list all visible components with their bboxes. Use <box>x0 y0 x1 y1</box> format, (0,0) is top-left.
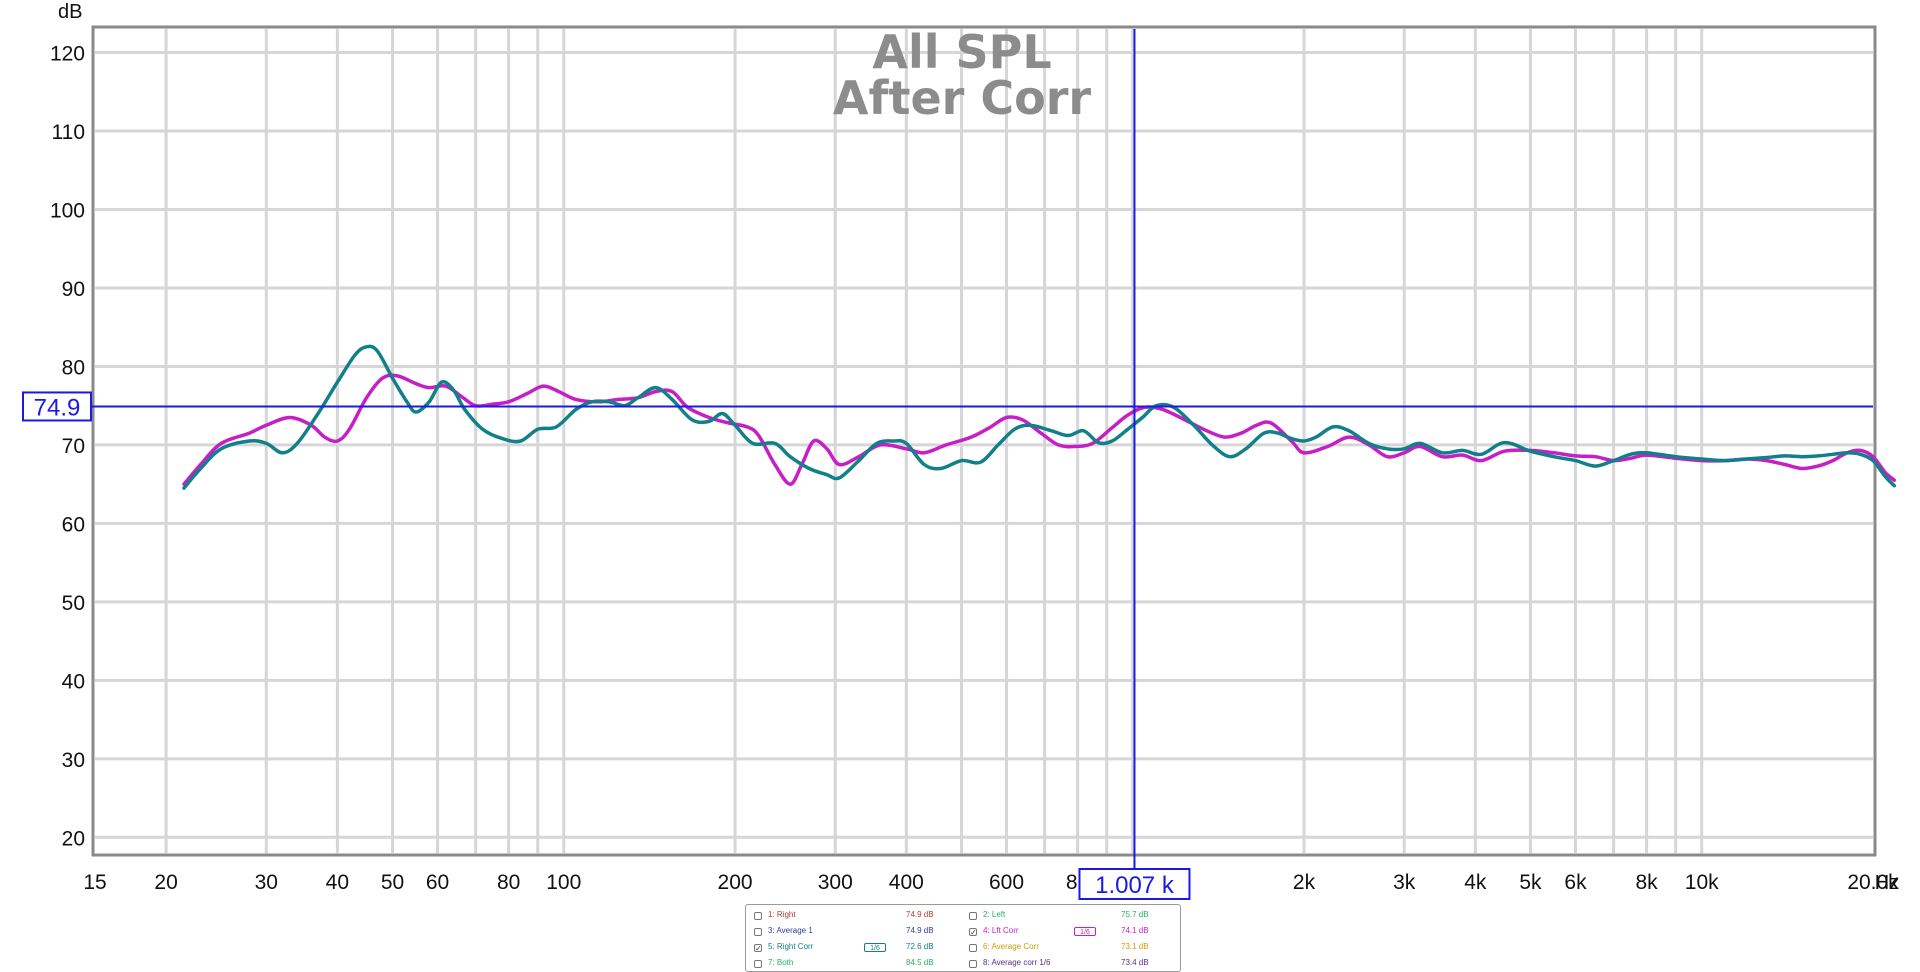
y-unit-label: dB <box>58 1 82 23</box>
legend-label: 8: Average corr 1/6 <box>983 958 1051 967</box>
x-tick-label: 2k <box>1293 871 1316 894</box>
x-tick-labels: 15 20 30 40 50 60 80 100 200 300 400 600 80 2k 3k 4k 5k 6… <box>83 871 1899 894</box>
legend-label: 2: Left <box>983 910 1006 919</box>
y-tick-label: 120 <box>50 43 85 66</box>
x-tick-label: 60 <box>426 871 449 894</box>
legend-checkbox[interactable] <box>754 960 762 968</box>
x-tick-label: 10k <box>1685 871 1719 894</box>
legend-checkbox[interactable]: ✓ <box>969 928 977 937</box>
x-tick-label: 400 <box>889 871 924 894</box>
legend-item[interactable]: 6: Average Corr 73.1 dB <box>969 941 1169 955</box>
x-tick-label: 15 <box>83 871 106 894</box>
legend-checkbox[interactable] <box>754 928 762 936</box>
x-tick-label: 100 <box>546 871 581 894</box>
x-tick-label: 200 <box>718 871 753 894</box>
legend-checkbox[interactable] <box>969 960 977 968</box>
legend-smoothing-badge: 1/6 <box>1074 927 1096 936</box>
x-tick-label: 30 <box>255 871 278 894</box>
legend-value: 84.5 dB <box>906 958 934 967</box>
x-tick-label: 80 <box>497 871 520 894</box>
y-tick-labels: 20 30 40 50 60 70 80 90 100 110 120 <box>50 43 85 851</box>
cursor-x-readout: 1.007 k <box>1095 872 1175 899</box>
cursor-y-readout: 74.9 <box>34 394 81 421</box>
y-tick-label: 50 <box>62 592 85 615</box>
legend-label: 4: Lft Corr <box>983 926 1019 935</box>
chart-subtitle: After Corr <box>833 71 1092 125</box>
y-tick-label: 70 <box>62 435 85 458</box>
chart-title: All SPL <box>872 25 1051 79</box>
y-tick-label: 30 <box>62 749 85 772</box>
x-tick-label: 40 <box>326 871 349 894</box>
legend-checkbox[interactable] <box>969 912 977 920</box>
x-unit-label: Hz <box>1875 872 1899 894</box>
y-tick-label: 90 <box>62 278 85 301</box>
legend-label: 7: Both <box>768 958 794 967</box>
x-tick-label: 300 <box>818 871 853 894</box>
legend-value: 72.6 dB <box>906 942 934 951</box>
legend-label: 1: Right <box>768 910 796 919</box>
y-tick-label: 40 <box>62 670 85 693</box>
x-tick-label: 20.0k <box>1847 871 1899 894</box>
x-tick-label: 600 <box>989 871 1024 894</box>
y-tick-label: 20 <box>62 827 85 850</box>
x-tick-label: 6k <box>1564 871 1587 894</box>
legend-item[interactable]: 1: Right 74.9 dB <box>754 909 954 923</box>
x-tick-label: 4k <box>1464 871 1487 894</box>
grid-lines <box>95 29 1873 853</box>
legend-checkbox[interactable] <box>969 944 977 952</box>
legend-value: 73.1 dB <box>1121 942 1149 951</box>
legend-smoothing-badge: 1/6 <box>864 943 886 952</box>
legend-value: 75.7 dB <box>1121 910 1149 919</box>
y-tick-label: 60 <box>62 513 85 536</box>
cursor-x-readout-box <box>1078 868 1191 900</box>
y-tick-label: 100 <box>50 199 85 222</box>
legend-checkbox[interactable] <box>754 912 762 920</box>
legend-item[interactable]: 8: Average corr 1/6 73.4 dB <box>969 957 1169 971</box>
legend-item[interactable]: ✓ 4: Lft Corr 74.1 dB 1/6 <box>969 925 1169 939</box>
legend-value: 73.4 dB <box>1121 958 1149 967</box>
legend-item[interactable]: ✓ 5: Right Corr 72.6 dB 1/6 <box>754 941 954 955</box>
legend-checkbox[interactable]: ✓ <box>754 944 762 953</box>
legend-label: 6: Average Corr <box>983 942 1039 951</box>
x-tick-label: 50 <box>381 871 404 894</box>
cursor-y-readout-box <box>22 391 92 422</box>
legend-panel: 1: Right 74.9 dB 2: Left 75.7 dB 3: Average … <box>745 904 1181 972</box>
x-tick-label: 20 <box>154 871 177 894</box>
cursor[interactable]: 74.9 1.007 k <box>22 29 1873 900</box>
series-line-1 <box>182 373 1897 486</box>
x-tick-label: 8k <box>1635 871 1658 894</box>
y-tick-label: 110 <box>52 121 85 144</box>
legend-label: 3: Average 1 <box>768 926 813 935</box>
x-tick-label: 5k <box>1519 871 1542 894</box>
x-tick-label: 3k <box>1393 871 1416 894</box>
legend-value: 74.9 dB <box>906 910 934 919</box>
legend-item[interactable]: 2: Left 75.7 dB <box>969 909 1169 923</box>
legend-item[interactable]: 3: Average 1 74.9 dB <box>754 925 954 939</box>
plot-frame <box>91 25 1877 857</box>
series-lines <box>182 344 1897 490</box>
legend-value: 74.9 dB <box>906 926 934 935</box>
legend-label: 5: Right Corr <box>768 942 814 951</box>
y-tick-label: 80 <box>62 356 85 379</box>
legend-item[interactable]: 7: Both 84.5 dB <box>754 957 954 971</box>
legend-value: 74.1 dB <box>1121 926 1149 935</box>
series-line-2 <box>182 344 1897 490</box>
